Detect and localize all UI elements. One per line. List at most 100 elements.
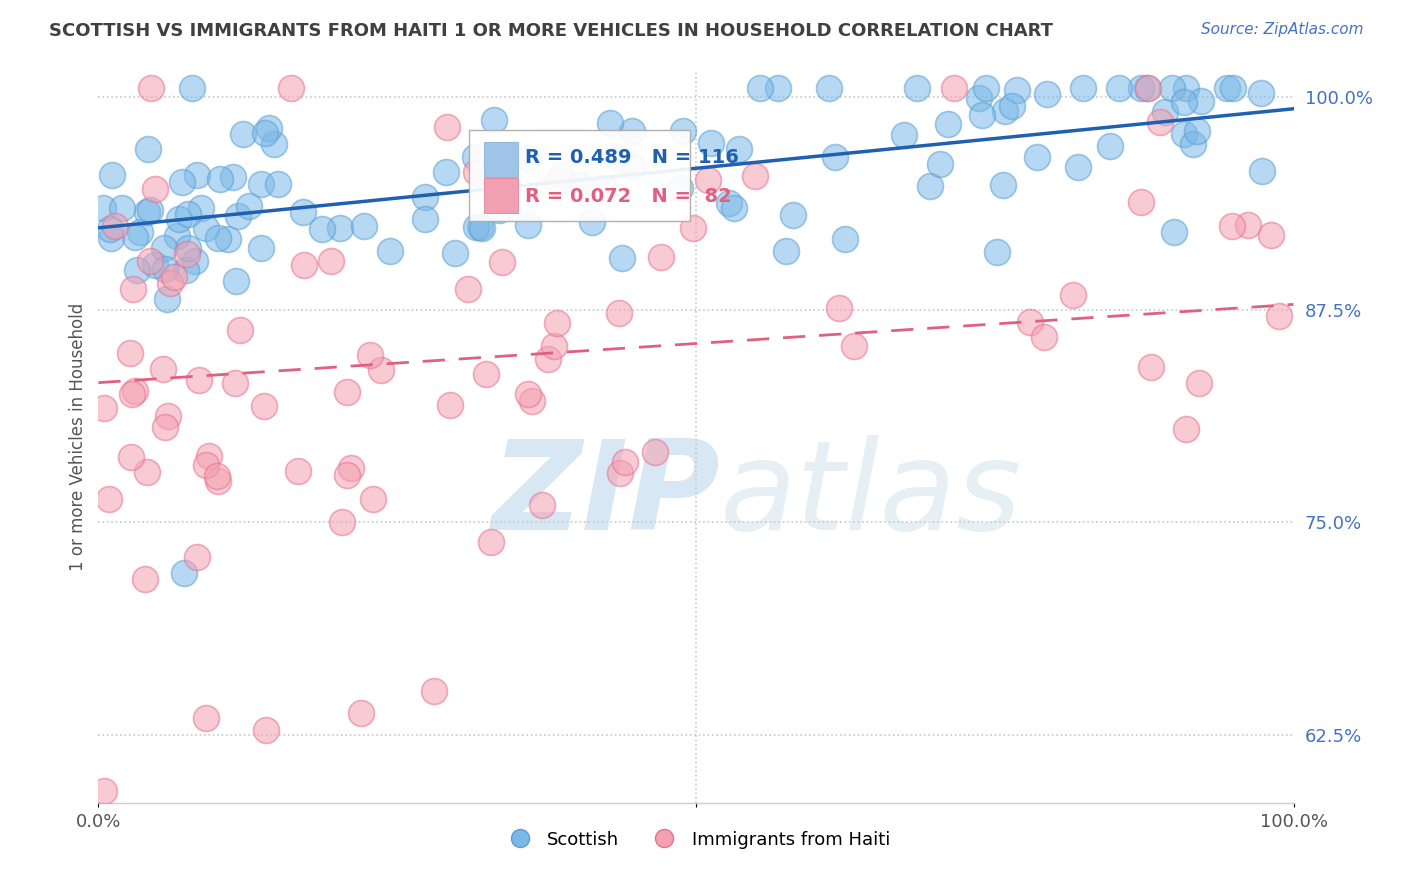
Point — [520, 393, 543, 408]
Point — [468, 220, 491, 235]
Point — [543, 338, 565, 352]
Point — [209, 172, 232, 186]
Point — [181, 81, 204, 95]
Point — [152, 362, 174, 376]
Point — [217, 232, 239, 246]
Point — [136, 143, 159, 157]
Point — [330, 516, 353, 530]
Point — [135, 204, 157, 219]
Point — [1189, 95, 1212, 109]
Point — [159, 276, 181, 290]
Point — [176, 262, 198, 277]
Point — [177, 241, 200, 255]
Point — [139, 254, 162, 268]
Point — [1237, 218, 1260, 232]
Point — [644, 444, 666, 458]
Point — [609, 305, 631, 319]
Point — [1181, 136, 1204, 151]
Point — [844, 339, 866, 353]
Point — [177, 207, 200, 221]
Point — [620, 159, 643, 173]
Point — [482, 113, 505, 128]
Point — [93, 401, 115, 416]
Point — [169, 211, 191, 226]
Point — [1108, 81, 1130, 95]
Point — [967, 91, 990, 105]
Point — [222, 170, 245, 185]
Point — [581, 215, 603, 229]
Point — [111, 201, 134, 215]
Point — [1032, 330, 1054, 344]
Point — [614, 455, 637, 469]
Point — [250, 241, 273, 255]
Point — [195, 711, 218, 725]
Point — [359, 348, 381, 362]
Point — [1140, 359, 1163, 374]
Point — [1098, 139, 1121, 153]
Point — [550, 168, 572, 182]
Point — [470, 220, 492, 235]
Point — [718, 195, 741, 210]
Point — [100, 231, 122, 245]
Point — [766, 81, 789, 95]
Point — [336, 385, 359, 400]
Point — [465, 220, 488, 235]
Point — [834, 232, 856, 246]
Point — [488, 202, 510, 217]
Point — [1129, 195, 1152, 210]
Text: R = 0.072   N =  82: R = 0.072 N = 82 — [524, 187, 731, 206]
Point — [546, 316, 568, 330]
Point — [173, 566, 195, 581]
Point — [93, 784, 115, 798]
Point — [128, 226, 150, 240]
Point — [669, 180, 692, 194]
Point — [311, 221, 333, 235]
Point — [936, 117, 959, 131]
Point — [1130, 81, 1153, 95]
Point — [1067, 160, 1090, 174]
Text: atlas: atlas — [720, 435, 1022, 556]
Point — [436, 164, 458, 178]
Y-axis label: 1 or more Vehicles in Household: 1 or more Vehicles in Household — [69, 303, 87, 571]
Point — [120, 450, 142, 464]
Point — [287, 464, 309, 478]
Point — [257, 120, 280, 135]
Point — [728, 142, 751, 156]
Text: Source: ZipAtlas.com: Source: ZipAtlas.com — [1201, 22, 1364, 37]
Point — [198, 449, 221, 463]
Point — [267, 177, 290, 191]
Point — [135, 466, 157, 480]
Point — [1173, 95, 1195, 109]
Point — [253, 399, 276, 413]
Point — [1163, 226, 1185, 240]
Point — [700, 136, 723, 150]
Point — [748, 81, 770, 95]
Point — [775, 244, 797, 259]
Point — [336, 467, 359, 482]
Point — [254, 723, 277, 737]
Point — [329, 220, 352, 235]
Point — [672, 124, 695, 138]
Legend: Scottish, Immigrants from Haiti: Scottish, Immigrants from Haiti — [495, 823, 897, 856]
Point — [827, 301, 849, 316]
FancyBboxPatch shape — [485, 178, 517, 213]
Point — [621, 124, 644, 138]
Point — [443, 245, 465, 260]
Point — [1250, 86, 1272, 100]
Point — [920, 179, 942, 194]
Point — [97, 492, 120, 507]
Point — [465, 164, 488, 178]
Point — [818, 81, 841, 95]
Point — [1149, 115, 1171, 129]
Point — [229, 323, 252, 337]
Text: ZIP: ZIP — [491, 435, 720, 556]
Point — [1136, 81, 1159, 95]
Point — [1062, 287, 1084, 301]
Point — [292, 258, 315, 272]
Point — [546, 176, 568, 190]
Point — [207, 475, 229, 489]
Point — [599, 116, 621, 130]
Point — [974, 81, 997, 95]
Point — [993, 178, 1015, 193]
Point — [436, 120, 458, 134]
